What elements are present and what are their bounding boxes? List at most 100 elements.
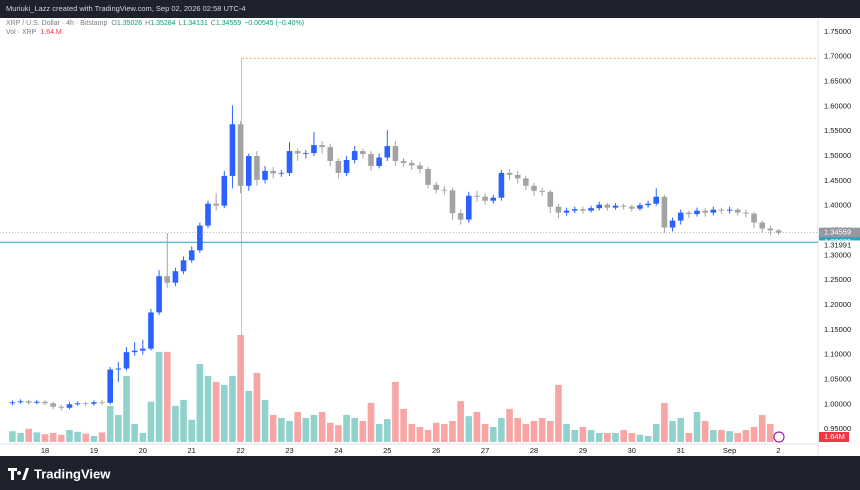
candle-body bbox=[400, 160, 407, 163]
candle-body bbox=[759, 222, 765, 229]
plot: 0.95000 1.00000 1.05000 1.10000 1.15000 1.200… bbox=[0, 27, 860, 455]
candle-body bbox=[25, 401, 32, 403]
candle-body bbox=[156, 276, 162, 313]
candle-body bbox=[254, 156, 260, 180]
volume-bar bbox=[375, 423, 383, 442]
candle-body bbox=[637, 205, 643, 209]
candle-body bbox=[58, 406, 65, 408]
candle-body bbox=[417, 165, 423, 169]
volume-bar bbox=[604, 432, 611, 442]
volume-bar bbox=[530, 420, 538, 442]
volume-bar bbox=[9, 431, 16, 442]
candle-body bbox=[596, 204, 602, 209]
candle-body bbox=[164, 276, 171, 283]
volume-bar bbox=[49, 432, 57, 442]
y-tick-label: 1.00000 bbox=[824, 399, 851, 408]
brand-logo bbox=[8, 468, 29, 480]
volume-bar bbox=[579, 426, 587, 442]
y-tick-label: 1.60000 bbox=[824, 101, 851, 110]
volume-bar bbox=[147, 401, 155, 442]
volume-bar bbox=[685, 432, 693, 442]
candle-body bbox=[547, 191, 554, 207]
y-tick-label: 1.55000 bbox=[824, 126, 851, 135]
volume-bar bbox=[424, 429, 432, 442]
last-price-label: 1.34559 bbox=[824, 228, 851, 237]
volume-bar bbox=[441, 423, 448, 442]
volume-bar bbox=[473, 411, 481, 442]
volume-bar bbox=[204, 375, 212, 442]
volume-bar bbox=[384, 419, 391, 442]
legend-line: XRP / U.S. Dollar · 4h · Bitstamp O1.3502… bbox=[6, 20, 304, 27]
x-tick-label: 19 bbox=[90, 446, 98, 455]
y-tick-label: 1.45000 bbox=[824, 176, 851, 185]
candle-body bbox=[327, 147, 334, 161]
volume-bar bbox=[538, 417, 546, 442]
volume-bar bbox=[172, 405, 179, 442]
volume-bar bbox=[66, 429, 73, 442]
c-value: 1.34559 bbox=[216, 20, 241, 27]
y-tick-label: 1.10000 bbox=[824, 350, 851, 359]
candle-body bbox=[82, 403, 89, 405]
volume-bar bbox=[335, 425, 342, 442]
o-value: 1.35026 bbox=[117, 20, 142, 27]
candle-body bbox=[376, 157, 382, 166]
volume-bar bbox=[718, 429, 725, 442]
candle-body bbox=[726, 209, 733, 211]
candle-body bbox=[775, 230, 782, 233]
candle-body bbox=[351, 151, 358, 160]
volume-bar bbox=[98, 432, 106, 442]
y-tick-label: 1.20000 bbox=[824, 300, 851, 309]
candle-body bbox=[466, 195, 472, 220]
volume-bar bbox=[547, 420, 554, 442]
x-tick-label: 28 bbox=[530, 446, 538, 455]
x-tick-label: Sep bbox=[723, 446, 736, 455]
candle-body bbox=[131, 350, 138, 353]
candle-body bbox=[115, 368, 122, 370]
volume-label-box bbox=[819, 432, 849, 442]
volume-bar bbox=[155, 351, 163, 442]
candle-body bbox=[498, 172, 505, 198]
candle-body bbox=[580, 209, 586, 211]
volume-bar bbox=[571, 429, 579, 442]
credit: Muriuki_Lazz created with TradingView.co… bbox=[6, 4, 246, 13]
l-key: L bbox=[179, 20, 183, 27]
volume-bar bbox=[278, 417, 285, 442]
volume-bar bbox=[180, 399, 187, 442]
volume-bar bbox=[620, 429, 627, 442]
bottom-bar bbox=[0, 456, 860, 490]
volume-bar bbox=[253, 372, 261, 442]
candle-body bbox=[343, 160, 350, 173]
volume-bar bbox=[123, 375, 130, 442]
volume-bar bbox=[392, 381, 399, 442]
volume-bar bbox=[25, 428, 32, 442]
candle-body bbox=[286, 151, 293, 173]
candle-body bbox=[571, 209, 578, 211]
volume-bar bbox=[33, 432, 41, 442]
volume-bar bbox=[359, 420, 367, 442]
candle-body bbox=[180, 260, 187, 272]
candle-body bbox=[686, 212, 692, 215]
candle-body bbox=[34, 401, 40, 403]
volume-bar bbox=[58, 434, 65, 442]
candle-body bbox=[588, 208, 594, 211]
volume-bar bbox=[245, 390, 253, 442]
volume-bar bbox=[587, 429, 595, 442]
volume-bar bbox=[636, 434, 644, 442]
volume-bar bbox=[595, 432, 603, 442]
volume-bar bbox=[294, 411, 301, 442]
volume-bar bbox=[302, 417, 310, 442]
candle-body bbox=[99, 402, 105, 404]
candle-body bbox=[107, 369, 113, 403]
candle-body bbox=[523, 178, 529, 186]
volume-bar bbox=[432, 422, 440, 442]
volume-bar bbox=[343, 414, 350, 442]
y-tick-label: 1.40000 bbox=[824, 201, 851, 210]
candle-body bbox=[123, 352, 130, 369]
candle-body bbox=[620, 205, 627, 207]
volume-bar bbox=[669, 420, 676, 442]
c-key: C bbox=[211, 20, 216, 27]
y-tick-label: 0.95000 bbox=[824, 424, 851, 433]
candle-body bbox=[213, 203, 219, 206]
